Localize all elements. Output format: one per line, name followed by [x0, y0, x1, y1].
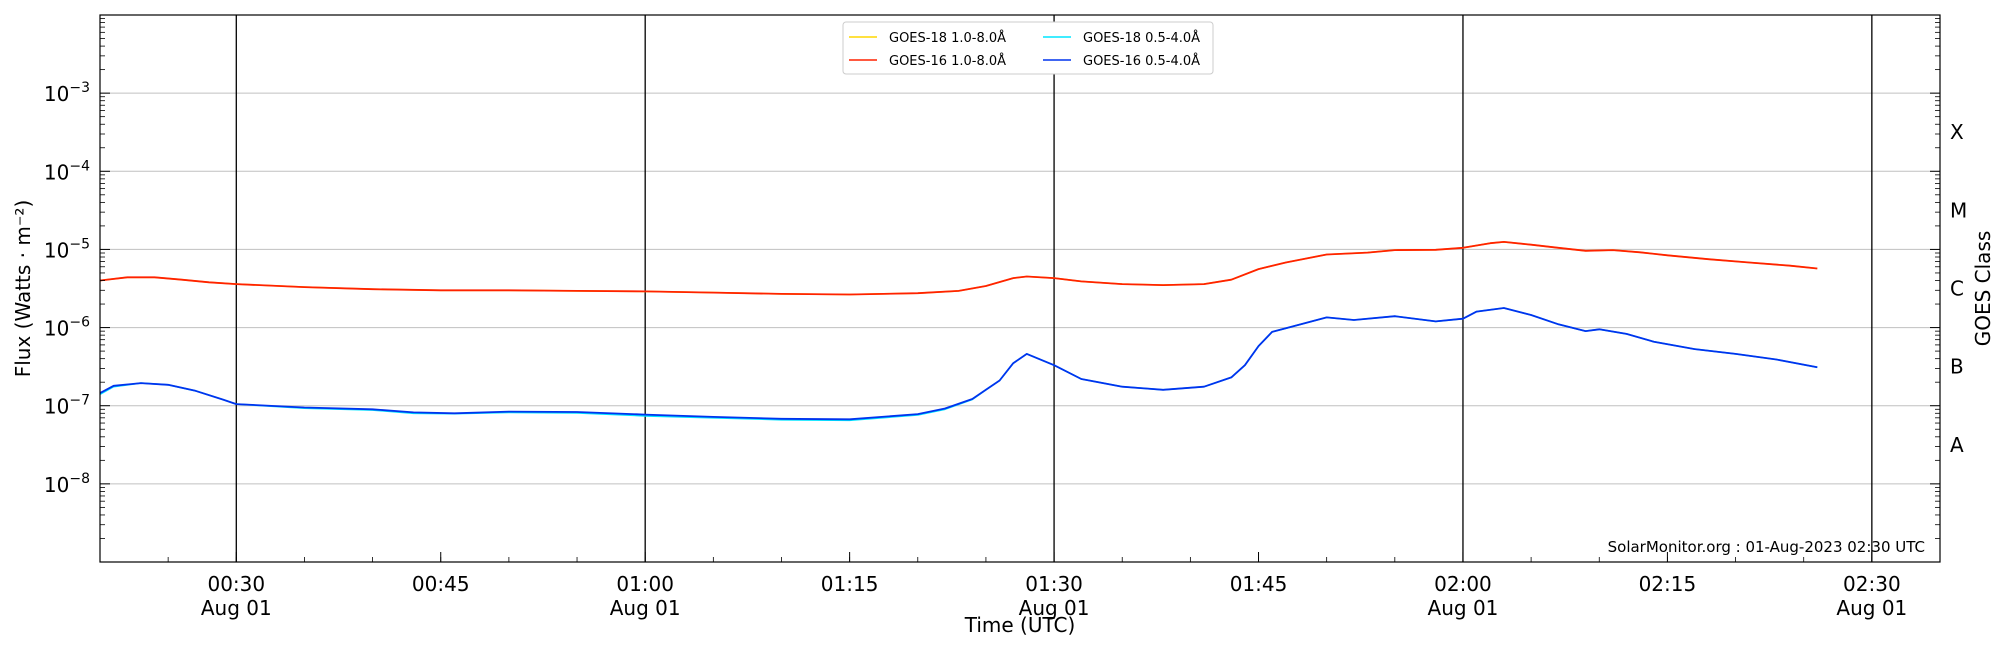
- right-axis-title: GOES Class: [1971, 231, 1995, 347]
- x-tick-label-time: 00:45: [412, 572, 470, 596]
- legend-label-0: GOES-18 1.0-8.0Å: [889, 30, 1006, 46]
- goes-class-A: A: [1950, 433, 1964, 457]
- x-tick-label-date: Aug 01: [1428, 596, 1499, 620]
- x-tick-label-time: 01:45: [1230, 572, 1288, 596]
- x-tick-label-time: 02:30: [1843, 572, 1901, 596]
- series-line-1: [99, 240, 1818, 296]
- goes-class-M: M: [1950, 198, 1967, 222]
- x-tick-label-date: Aug 01: [610, 596, 681, 620]
- x-tick-label-time: 01:15: [821, 572, 879, 596]
- x-tick-label-date: Aug 01: [1836, 596, 1907, 620]
- x-tick-label-time: 01:00: [616, 572, 674, 596]
- tick-layer: [99, 18, 1941, 562]
- series-line-3: [99, 307, 1818, 421]
- series-layer: [99, 240, 1818, 422]
- legend: GOES-18 1.0-8.0Å GOES-18 0.5-4.0Å GOES-16 …: [842, 21, 1214, 75]
- y-axis-title: Flux (Watts · m⁻²): [11, 200, 35, 378]
- y-tick-labels: 10−810−710−610−510−410−3: [44, 80, 90, 497]
- x-tick-label-time: 02:15: [1639, 572, 1697, 596]
- goes-class-B: B: [1950, 355, 1964, 379]
- goes-class-labels: A B C M X: [1950, 120, 1967, 457]
- vertical-marker-layer: [235, 15, 1873, 562]
- grid-layer: [100, 92, 1940, 485]
- legend-label-1: GOES-16 1.0-8.0Å: [889, 53, 1006, 69]
- x-tick-label-time: 00:30: [207, 572, 265, 596]
- legend-box: [842, 21, 1214, 75]
- x-axis-title: Time (UTC): [964, 613, 1076, 637]
- x-tick-label-date: Aug 01: [201, 596, 272, 620]
- plot-frame: [99, 14, 1941, 563]
- x-tick-label-time: 02:00: [1434, 572, 1492, 596]
- legend-label-2: GOES-18 0.5-4.0Å: [1083, 30, 1200, 46]
- watermark-annotation: SolarMonitor.org : 01-Aug-2023 02:30 UTC: [1608, 538, 1925, 556]
- goes-class-X: X: [1950, 120, 1964, 144]
- x-tick-label-date: Aug 01: [1019, 596, 1090, 620]
- goes-class-C: C: [1950, 277, 1964, 301]
- x-tick-label-time: 01:30: [1025, 572, 1083, 596]
- legend-label-3: GOES-16 0.5-4.0Å: [1083, 53, 1200, 69]
